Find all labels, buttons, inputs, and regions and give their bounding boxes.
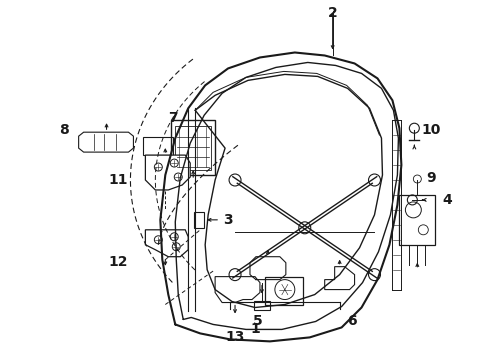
Circle shape (229, 269, 241, 280)
Bar (265, 276, 303, 305)
Circle shape (414, 175, 421, 183)
Text: 12: 12 (109, 255, 128, 269)
Bar (194, 212, 204, 228)
Text: 4: 4 (442, 193, 452, 207)
Text: 8: 8 (59, 123, 69, 137)
Bar (144, 137, 173, 155)
Text: 1: 1 (250, 323, 260, 337)
Circle shape (229, 174, 241, 186)
Text: 10: 10 (421, 123, 441, 137)
Polygon shape (146, 230, 188, 257)
Bar (175, 126, 211, 170)
Polygon shape (146, 155, 190, 190)
Bar (399, 195, 435, 245)
Bar (172, 120, 215, 175)
Circle shape (368, 269, 380, 280)
Text: 9: 9 (426, 171, 436, 185)
Text: 13: 13 (225, 330, 245, 345)
Text: 6: 6 (347, 314, 356, 328)
Text: 5: 5 (253, 314, 263, 328)
Text: 2: 2 (328, 6, 338, 20)
Circle shape (368, 174, 380, 186)
Text: 7: 7 (169, 111, 178, 125)
Text: 11: 11 (109, 173, 128, 187)
Circle shape (299, 222, 311, 234)
Text: 3: 3 (223, 213, 233, 227)
Bar (254, 301, 270, 310)
